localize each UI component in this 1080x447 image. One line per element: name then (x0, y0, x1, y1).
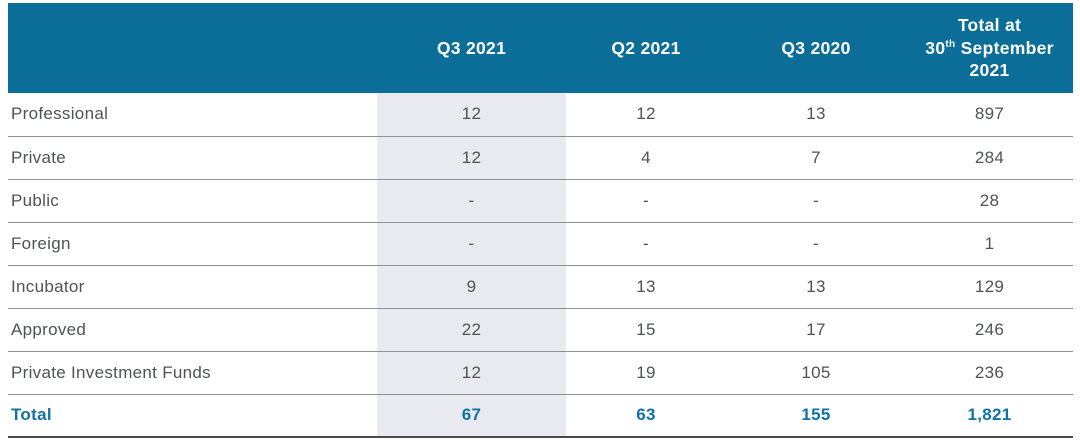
table-body: Professional 12 12 13 897 Private 12 4 7 284 Publi… (8, 93, 1073, 438)
ordinal-superscript: th (945, 38, 956, 50)
row-value: 246 (906, 308, 1073, 352)
header-empty-cell (8, 3, 377, 93)
row-value: 105 (726, 351, 906, 395)
table-row: Private 12 4 7 284 (8, 136, 1073, 180)
row-label: Total (8, 394, 377, 438)
header-total-line3: 2021 (969, 60, 1010, 81)
row-label: Incubator (8, 265, 377, 309)
header-q3-2021: Q3 2021 (377, 3, 566, 93)
row-value: 17 (726, 308, 906, 352)
row-value: - (566, 179, 726, 223)
header-q2-2021: Q2 2021 (566, 3, 726, 93)
row-value: 67 (377, 394, 566, 438)
row-value: - (726, 222, 906, 266)
row-value: 12 (377, 93, 566, 137)
row-value: 129 (906, 265, 1073, 309)
row-value: - (566, 222, 726, 266)
table-row: Public - - -28 (8, 179, 1073, 223)
row-value: 1 (906, 222, 1073, 266)
header-row: Q3 2021 Q2 2021 Q3 2020 Total at 30th Se… (8, 3, 1073, 93)
header-q3-2020: Q3 2020 (726, 3, 906, 93)
row-value: 12 (566, 93, 726, 137)
row-value: - (377, 179, 566, 223)
table-row: Incubator 9 13 13 129 (8, 265, 1073, 309)
header-total-line2: 30th September (925, 37, 1054, 58)
row-value: - (726, 179, 906, 223)
row-label: Approved (8, 308, 377, 352)
row-value: - (377, 222, 566, 266)
total-row: Total 67 63 155 1,821 (8, 394, 1073, 438)
row-value: 4 (566, 136, 726, 180)
table-row: Foreign - - -1 (8, 222, 1073, 266)
table-row: Private Investment Funds 12 19 105 236 (8, 351, 1073, 395)
row-value: 12 (377, 136, 566, 180)
row-label: Private (8, 136, 377, 180)
row-label: Professional (8, 93, 377, 137)
row-value: 15 (566, 308, 726, 352)
row-label: Public (8, 179, 377, 223)
row-value: 12 (377, 351, 566, 395)
row-value: 19 (566, 351, 726, 395)
row-value: 13 (726, 93, 906, 137)
row-value: 1,821 (906, 394, 1073, 438)
header-total-at-30-september-2021: Total at 30th September 2021 (906, 3, 1073, 93)
row-value: 13 (566, 265, 726, 309)
funds-statistics-table: Q3 2021 Q2 2021 Q3 2020 Total at 30th Se… (8, 3, 1073, 438)
row-value: 63 (566, 394, 726, 438)
row-value: 236 (906, 351, 1073, 395)
row-value: 284 (906, 136, 1073, 180)
row-value: 7 (726, 136, 906, 180)
table-row: Professional 12 12 13 897 (8, 93, 1073, 137)
row-value: 9 (377, 265, 566, 309)
row-label: Foreign (8, 222, 377, 266)
row-value: 897 (906, 93, 1073, 137)
row-value: 155 (726, 394, 906, 438)
row-value: 13 (726, 265, 906, 309)
row-value: 22 (377, 308, 566, 352)
header-total-line1: Total at (957, 14, 1022, 35)
table-row: Approved 22 15 17 246 (8, 308, 1073, 352)
table-header: Q3 2021 Q2 2021 Q3 2020 Total at 30th Se… (8, 3, 1073, 93)
row-value: 28 (906, 179, 1073, 223)
row-label: Private Investment Funds (8, 351, 377, 395)
